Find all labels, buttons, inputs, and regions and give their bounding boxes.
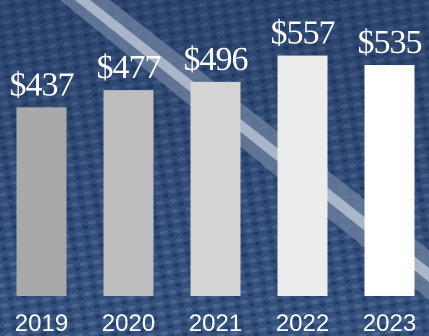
x-tick-label: 2023 (363, 310, 416, 336)
x-tick-label: 2019 (15, 310, 68, 336)
x-tick-label: 2022 (276, 310, 329, 336)
bar (364, 65, 415, 296)
value-label: $496 (184, 41, 248, 78)
bar (277, 55, 328, 296)
plot-area: $437 2019 $477 2020 $496 2021 $557 2022 $535 2023 (10, 15, 423, 336)
x-tick-label: 2021 (189, 310, 242, 336)
value-label: $477 (97, 49, 162, 86)
bar (190, 81, 241, 296)
bar (103, 90, 154, 296)
x-tick-label: 2020 (102, 310, 155, 336)
value-label: $437 (10, 66, 75, 103)
value-label: $535 (358, 24, 422, 61)
bar (16, 107, 67, 296)
value-label: $557 (271, 15, 336, 52)
